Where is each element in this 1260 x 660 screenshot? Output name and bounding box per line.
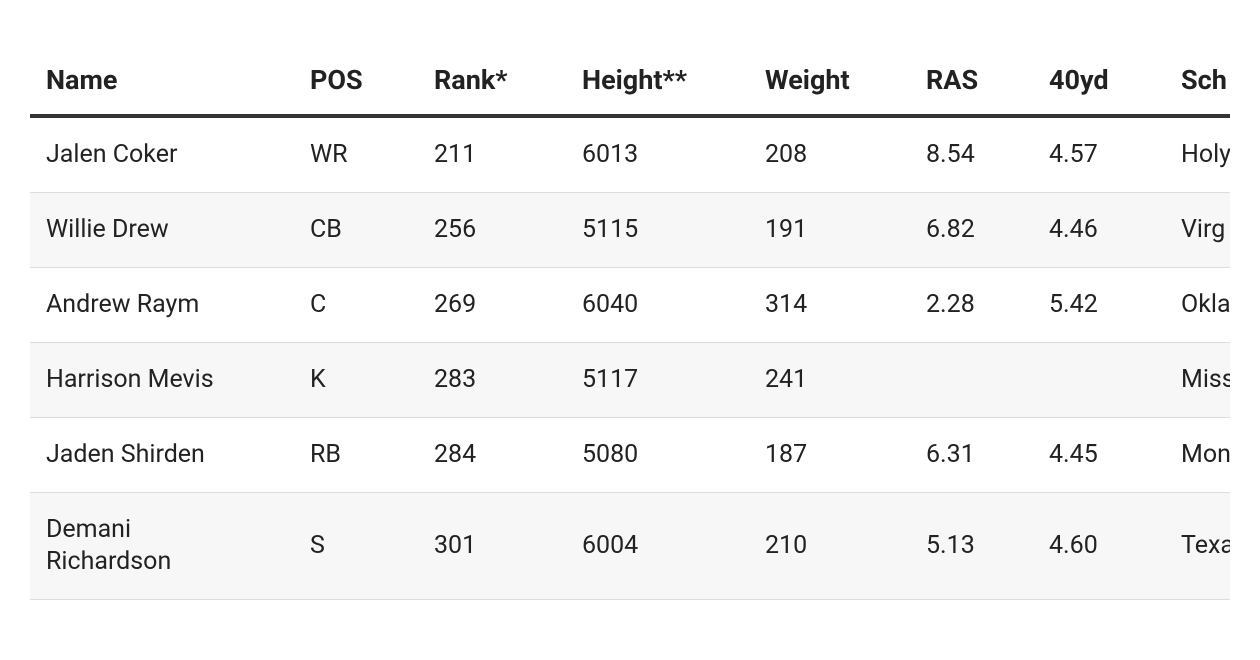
table-cell: 6040 (566, 267, 749, 343)
column-header: 40yd (1033, 54, 1165, 118)
table-cell: C (294, 267, 418, 343)
table-cell: 301 (418, 492, 566, 600)
table-header: Name POS Rank* Height** Weight RAS 40yd Sch (30, 54, 1230, 118)
table-cell: K (294, 342, 418, 418)
table-cell: 5.42 (1033, 267, 1165, 343)
table-container: Name POS Rank* Height** Weight RAS 40yd Sch Jal… (30, 54, 1230, 600)
table-row: Jaden Shirden RB 284 5080 187 6.31 4.45 Mon (30, 417, 1230, 493)
table-cell: 6.82 (910, 192, 1033, 268)
table-body: Jalen Coker WR 211 6013 208 8.54 4.57 Holy Willi… (30, 116, 1230, 600)
table-cell: 5117 (566, 342, 749, 418)
column-header: Name (30, 54, 294, 118)
table-cell: Andrew Raym (30, 267, 294, 343)
table-cell: S (294, 492, 418, 600)
table-cell: Mon (1165, 417, 1230, 493)
table-cell: Jalen Coker (30, 116, 294, 193)
column-header: RAS (910, 54, 1033, 118)
table-cell: 4.57 (1033, 116, 1165, 193)
table-cell: 314 (749, 267, 910, 343)
table-cell: 187 (749, 417, 910, 493)
table-cell: WR (294, 116, 418, 193)
table-cell: 191 (749, 192, 910, 268)
table-cell: Jaden Shirden (30, 417, 294, 493)
table-cell: Miss (1165, 342, 1230, 418)
table-row: Jalen Coker WR 211 6013 208 8.54 4.57 Holy (30, 116, 1230, 193)
table-cell: 6.31 (910, 417, 1033, 493)
table-cell: 6013 (566, 116, 749, 193)
table-row: Harrison Mevis K 283 5117 241 Miss (30, 342, 1230, 418)
table-cell: RB (294, 417, 418, 493)
table-cell: 5.13 (910, 492, 1033, 600)
table-cell (1033, 342, 1165, 418)
table-cell: Harrison Mevis (30, 342, 294, 418)
table-row: Andrew Raym C 269 6040 314 2.28 5.42 Okla (30, 267, 1230, 343)
table-cell: 241 (749, 342, 910, 418)
column-header: POS (294, 54, 418, 118)
table-cell: 4.60 (1033, 492, 1165, 600)
table: Name POS Rank* Height** Weight RAS 40yd Sch Jal… (30, 54, 1230, 600)
table-cell: Willie Drew (30, 192, 294, 268)
table-cell: Texa (1165, 492, 1230, 600)
table-cell: CB (294, 192, 418, 268)
table-cell: 2.28 (910, 267, 1033, 343)
table-row: Demani Richardson S 301 6004 210 5.13 4.60 Texa (30, 492, 1230, 600)
table-cell (910, 342, 1033, 418)
column-header: Height** (566, 54, 749, 118)
table-cell: 208 (749, 116, 910, 193)
table-cell: 283 (418, 342, 566, 418)
header-row: Name POS Rank* Height** Weight RAS 40yd Sch (30, 54, 1230, 118)
table-cell: Virg Stat (1165, 192, 1230, 268)
table-cell: 210 (749, 492, 910, 600)
table-cell: 211 (418, 116, 566, 193)
column-header: Sch (1165, 54, 1230, 118)
table-cell: 4.45 (1033, 417, 1165, 493)
table-cell: 269 (418, 267, 566, 343)
table-cell: 256 (418, 192, 566, 268)
table-cell: Okla (1165, 267, 1230, 343)
table-cell: 284 (418, 417, 566, 493)
table-cell: Holy (1165, 116, 1230, 193)
column-header: Weight (749, 54, 910, 118)
table-cell: 8.54 (910, 116, 1033, 193)
table-cell: 5080 (566, 417, 749, 493)
column-header: Rank* (418, 54, 566, 118)
table-cell: Demani Richardson (30, 492, 294, 600)
table-cell: 6004 (566, 492, 749, 600)
table-cell: 5115 (566, 192, 749, 268)
table-cell: 4.46 (1033, 192, 1165, 268)
